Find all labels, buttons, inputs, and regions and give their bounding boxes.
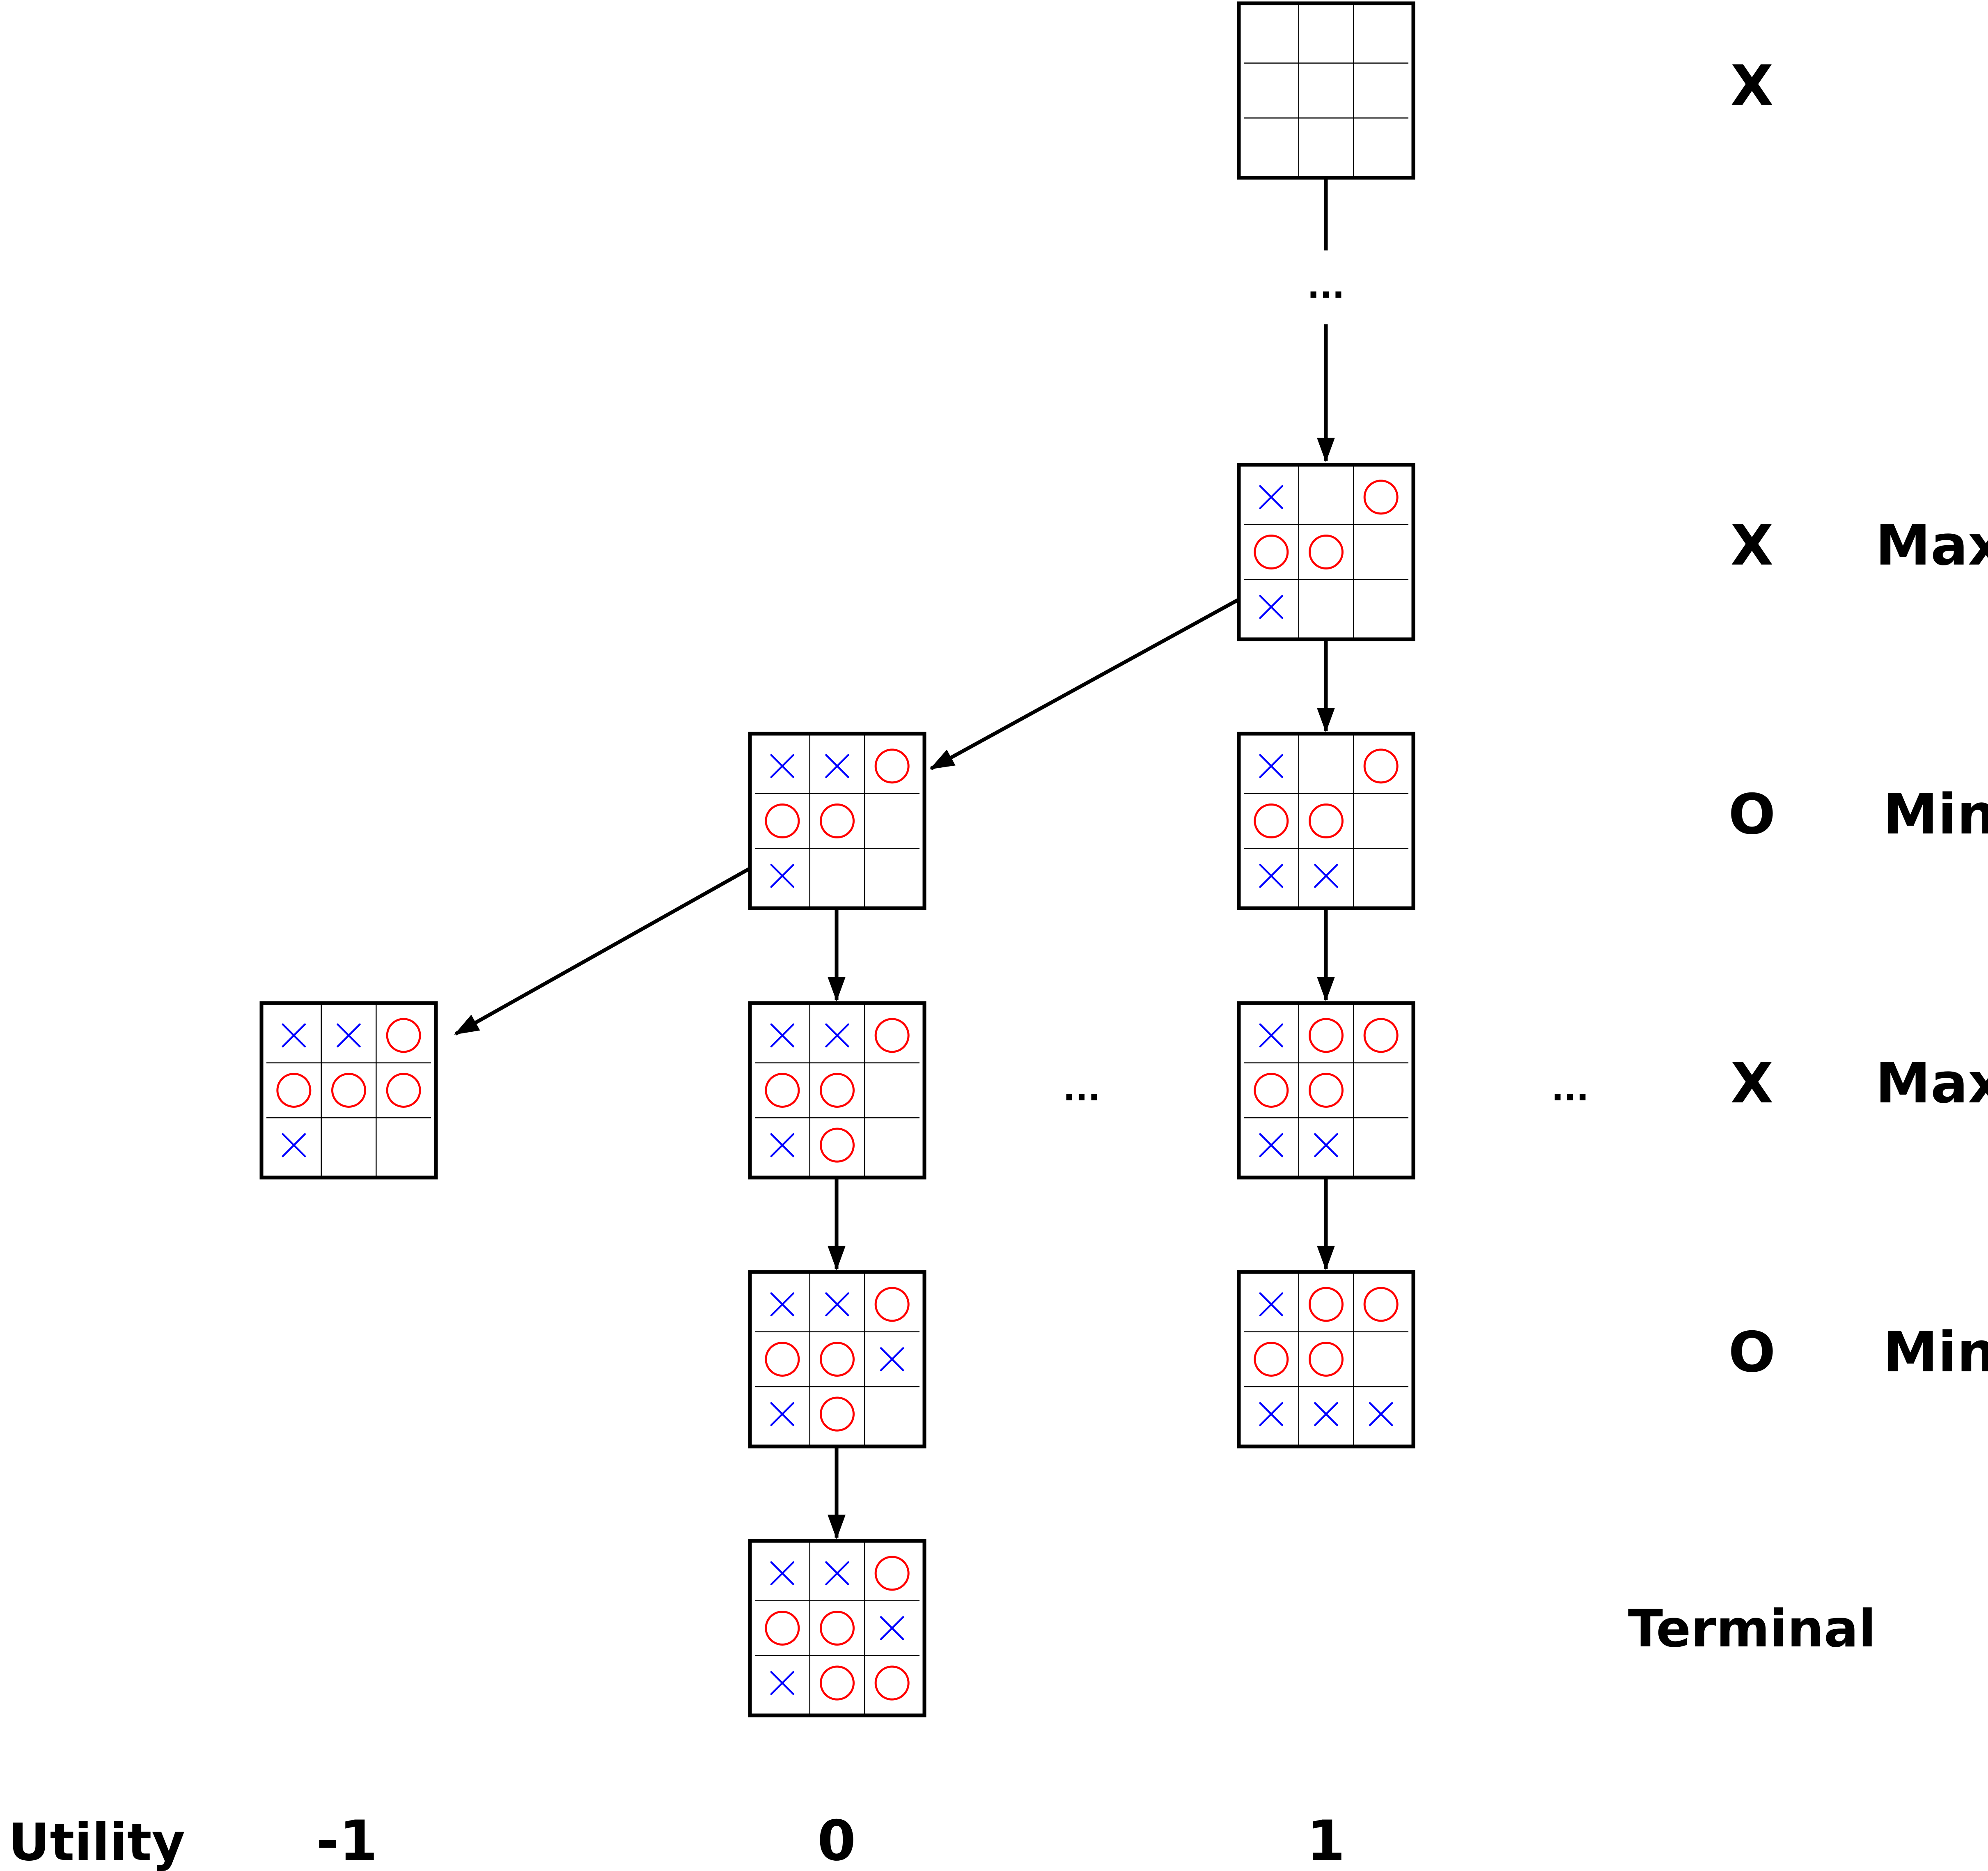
o-mark (874, 1665, 910, 1701)
utility-label: Utility (8, 1813, 185, 1871)
o-mark (1363, 480, 1399, 515)
o-mark (820, 1665, 855, 1701)
o-mark (820, 1342, 855, 1377)
level-3-role: Max (1876, 1051, 1988, 1116)
board-state-b1 (748, 732, 926, 910)
o-mark (1363, 748, 1399, 784)
o-mark (765, 1342, 800, 1377)
o-mark (820, 1611, 855, 1646)
x-mark (1259, 595, 1284, 619)
level-1-role: Max (1876, 513, 1988, 578)
level-2-role: Min (1883, 782, 1988, 847)
level-5-terminal: Terminal (1628, 1599, 1876, 1659)
board-state-c3 (1237, 1001, 1415, 1180)
o-mark (765, 1611, 800, 1646)
board-state-e1 (748, 1539, 926, 1717)
x-mark (1259, 1023, 1284, 1048)
x-mark (825, 1023, 849, 1048)
level-4-player: O (1729, 1320, 1776, 1384)
o-mark (1309, 1342, 1344, 1377)
o-mark (1254, 1342, 1289, 1377)
ellipsis-middle: ... (1063, 1070, 1100, 1108)
o-mark (820, 803, 855, 838)
board-state-d1 (748, 1270, 926, 1449)
o-mark (1309, 1287, 1344, 1322)
o-mark (820, 1073, 855, 1108)
x-mark (1369, 1402, 1393, 1426)
edge-state-b1-to-state-c1 (454, 867, 751, 1035)
o-mark (820, 1127, 855, 1163)
x-mark (1259, 863, 1284, 888)
ellipsis-right: ... (1551, 1070, 1589, 1108)
o-mark (276, 1073, 312, 1108)
board-state-c2 (748, 1001, 926, 1180)
o-mark (765, 803, 800, 838)
utility-value-draw: 0 (817, 1809, 856, 1871)
o-mark (386, 1073, 421, 1108)
utility-value-win: 1 (1307, 1809, 1345, 1871)
x-mark (770, 1402, 795, 1426)
x-mark (282, 1023, 306, 1048)
x-mark (880, 1616, 904, 1640)
o-mark (1254, 1073, 1289, 1108)
o-mark (1309, 803, 1344, 838)
o-mark (765, 1073, 800, 1108)
level-2-player: O (1729, 782, 1776, 847)
o-mark (1309, 1073, 1344, 1108)
o-mark (386, 1018, 421, 1053)
x-mark (1259, 1133, 1284, 1157)
board-state-c1 (259, 1001, 438, 1180)
o-mark (1309, 535, 1344, 569)
x-mark (770, 863, 795, 888)
edge-state-a-to-state-b1 (929, 598, 1240, 770)
x-mark (1259, 1292, 1284, 1317)
x-mark (770, 1292, 795, 1317)
o-mark (331, 1073, 366, 1108)
o-mark (1254, 803, 1289, 838)
x-mark (825, 1561, 849, 1586)
board-frame (1237, 1, 1415, 180)
o-mark (1363, 1287, 1399, 1322)
o-mark (1363, 1018, 1399, 1053)
x-mark (1314, 863, 1338, 888)
level-3-player: X (1731, 1051, 1773, 1116)
utility-value-loss: -1 (316, 1809, 378, 1871)
x-mark (1259, 485, 1284, 510)
x-mark (770, 1561, 795, 1586)
board-state-b2 (1237, 732, 1415, 910)
x-mark (770, 754, 795, 778)
level-4-role: Min (1883, 1320, 1988, 1384)
x-mark (770, 1671, 795, 1695)
o-mark (874, 748, 910, 784)
o-mark (820, 1396, 855, 1432)
level-1-player: X (1731, 513, 1773, 578)
x-mark (1314, 1133, 1338, 1157)
board-state-d2 (1237, 1270, 1415, 1449)
o-mark (874, 1556, 910, 1591)
o-mark (1254, 535, 1289, 569)
o-mark (874, 1287, 910, 1322)
x-mark (770, 1133, 795, 1157)
x-mark (1259, 1402, 1284, 1426)
o-mark (1309, 1018, 1344, 1053)
board-state-a (1237, 463, 1415, 641)
ellipsis-root: ... (1307, 267, 1344, 305)
x-mark (770, 1023, 795, 1048)
x-mark (825, 1292, 849, 1317)
x-mark (282, 1133, 306, 1157)
o-mark (874, 1018, 910, 1053)
x-mark (1314, 1402, 1338, 1426)
x-mark (880, 1347, 904, 1371)
x-mark (1259, 754, 1284, 778)
board-root (1237, 1, 1415, 180)
x-mark (825, 754, 849, 778)
level-0-player: X (1731, 53, 1773, 118)
x-mark (337, 1023, 361, 1048)
